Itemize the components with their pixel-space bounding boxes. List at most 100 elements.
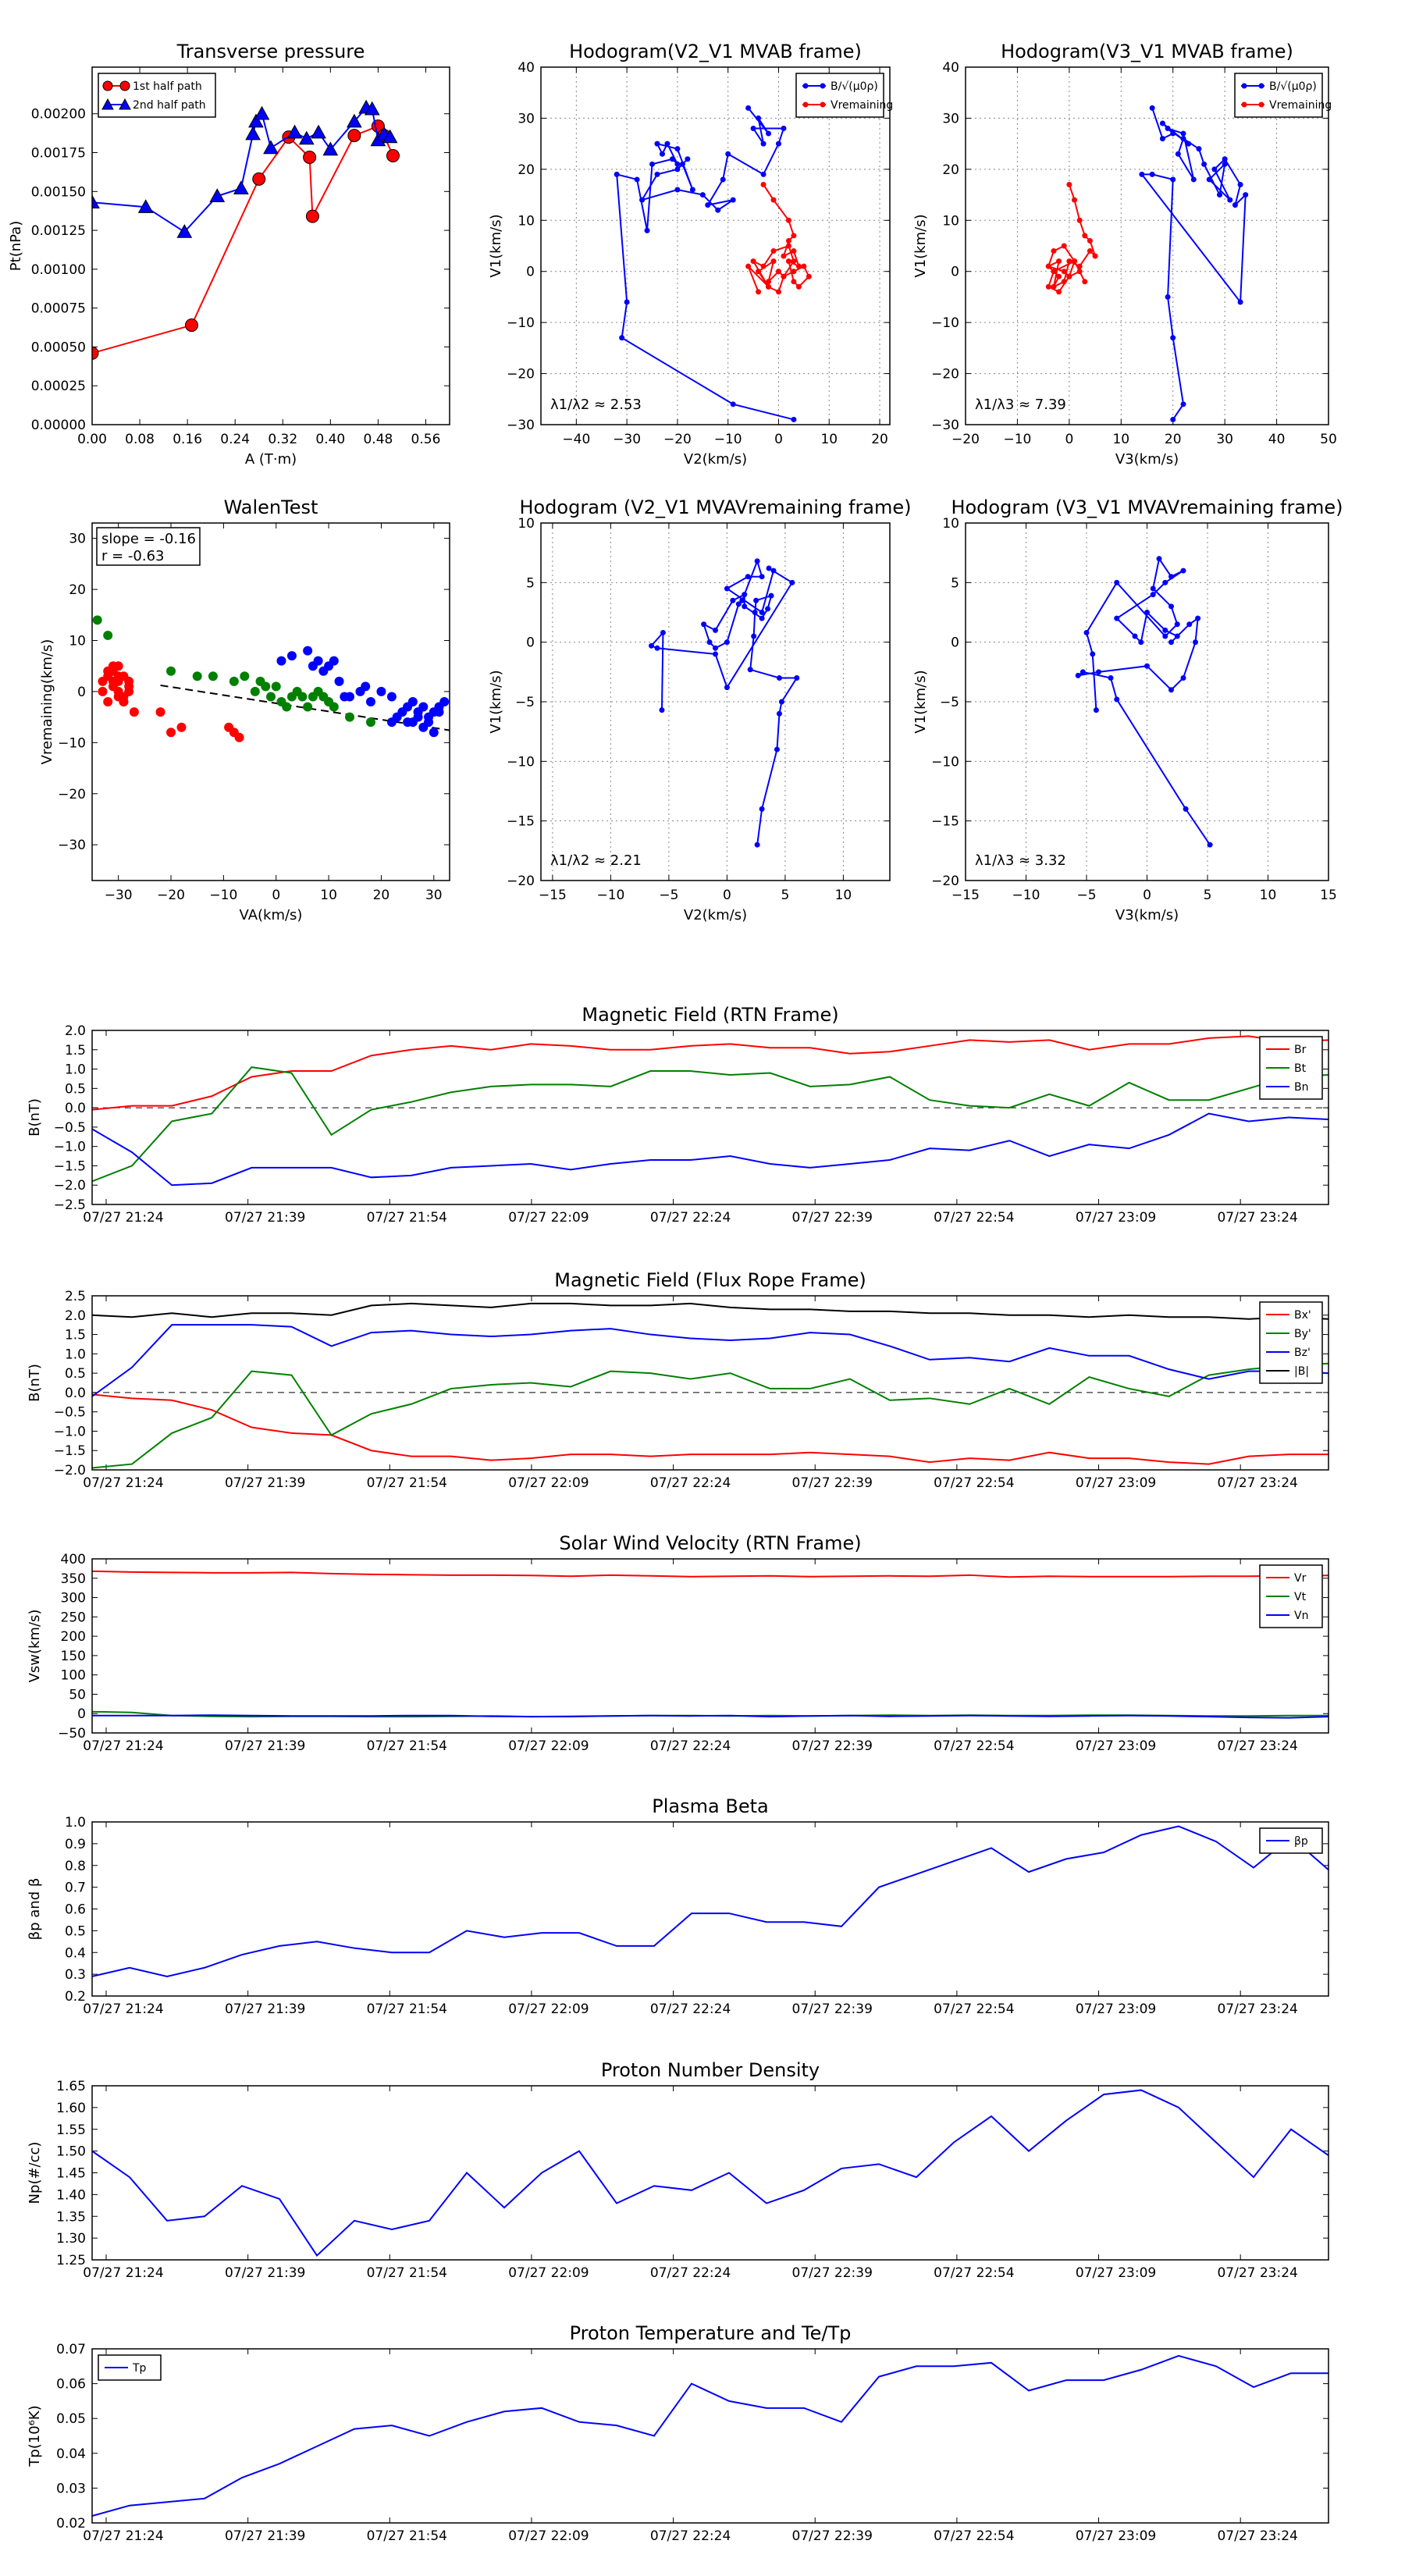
data-point [1075,672,1081,678]
x-tick-label: 30 [1216,432,1233,447]
series-line [92,1324,1329,1397]
x-tick-label: −20 [663,432,692,447]
legend-label: Bn [1294,1081,1308,1094]
data-point [669,156,675,162]
data-point [303,702,313,712]
data-point [785,237,791,244]
data-point [766,283,772,290]
y-tick-label: 0.00075 [31,301,86,317]
x-tick-label: 10 [320,888,337,903]
x-tick-label: 07/27 21:39 [225,2528,305,2544]
data-point [250,686,260,696]
data-point [775,141,781,147]
y-tick-label: 0.00150 [31,184,86,200]
data-point [770,568,777,574]
data-point [1232,202,1238,208]
data-point [240,671,250,681]
series-vremaining [1045,181,1098,295]
legend: 1st half path 2nd half path [98,73,216,118]
chart-solar_wind_velocity: Solar Wind Velocity (RTN Frame) 07/27 21:… [27,1532,1329,1754]
data-point [1132,633,1138,639]
chart-title: Proton Temperature and Te/Tp [570,2322,852,2344]
data-point [1186,141,1192,147]
y-tick-label: 10 [69,633,86,649]
y-tick-label: 0.2 [65,1989,86,2005]
data-point [286,651,297,661]
data-point [1076,263,1083,269]
data-point [1072,258,1077,265]
y-tick-label: 10 [518,213,535,229]
data-point [365,717,375,728]
data-point [1180,130,1186,137]
legend-box [1234,73,1323,118]
series-vr [92,1570,1329,1578]
y-tick-label: 0.0 [65,1386,86,1401]
y-tick-label: −2.5 [54,1197,86,1213]
data-point [271,681,281,692]
y-axis-label: V1(km/s) [912,214,929,277]
x-tick-label: 20 [1165,432,1182,447]
y-tick-label: 0.6 [65,1902,86,1918]
y-tick-label: 150 [61,1649,86,1664]
data-point [745,105,752,111]
y-axis-label: Vsw(km/s) [27,1610,43,1683]
y-tick-label: −1.5 [54,1158,86,1174]
legend-label: B/√(μ0ρ) [1269,80,1317,93]
x-axis-label: V2(km/s) [684,451,747,468]
data-point [1093,707,1099,713]
x-tick-label: 07/27 23:24 [1217,2001,1297,2017]
x-tick-label: −10 [1012,888,1040,903]
data-point [255,676,265,686]
data-point [654,645,660,651]
data-point [234,732,244,742]
data-point [286,124,303,139]
data-point [689,187,695,193]
legend-label: By' [1294,1328,1311,1340]
data-point [1195,615,1201,621]
data-point [756,269,762,275]
y-tick-label: −50 [58,1726,86,1742]
y-tick-label: 0 [951,635,959,651]
y-tick-label: 100 [61,1668,86,1684]
y-tick-label: 1.35 [56,2209,86,2225]
x-tick-label: 07/27 21:54 [367,1475,447,1491]
data-point [701,621,707,628]
series-1st-half-path [92,119,400,360]
data-point [1045,283,1051,290]
legend-label: |B| [1294,1365,1309,1378]
data-point [108,676,118,686]
data-point [1170,416,1176,422]
data-point [806,273,812,279]
data-point [1159,120,1165,126]
legend-label: Vremaining [831,99,893,112]
x-tick-label: 07/27 21:24 [83,2265,163,2281]
x-tick-label: −10 [1003,432,1031,447]
data-point [1076,269,1083,275]
legend-label: Bt [1294,1062,1307,1075]
data-point [386,692,397,702]
legend-box [795,73,884,118]
y-tick-label: 2.0 [65,1023,86,1039]
data-point [791,258,797,265]
series-data [276,646,450,738]
x-tick-label: −40 [562,432,590,447]
y-tick-label: 1.5 [65,1328,86,1343]
data-point [649,161,656,167]
data-point [742,603,748,610]
legend: Bx' By' Bz' |B| [1259,1301,1323,1384]
data-point [765,606,771,612]
data-point [776,710,782,717]
legend-marker [802,83,809,89]
data-point [266,692,276,702]
y-tick-label: 0.00050 [31,340,86,355]
y-axis-label: V1(km/s) [488,214,504,277]
data-point [1108,674,1114,681]
y-tick-label: −5 [940,695,959,710]
data-point [770,197,777,203]
data-point [1082,279,1088,285]
y-tick-label: 0.5 [65,1081,86,1097]
x-tick-label: −10 [596,888,624,903]
data-point [756,289,762,295]
x-tick-label: 0 [723,888,731,903]
